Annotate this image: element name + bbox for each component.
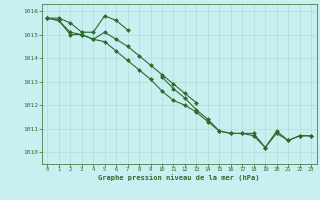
X-axis label: Graphe pression niveau de la mer (hPa): Graphe pression niveau de la mer (hPa) (99, 174, 260, 181)
